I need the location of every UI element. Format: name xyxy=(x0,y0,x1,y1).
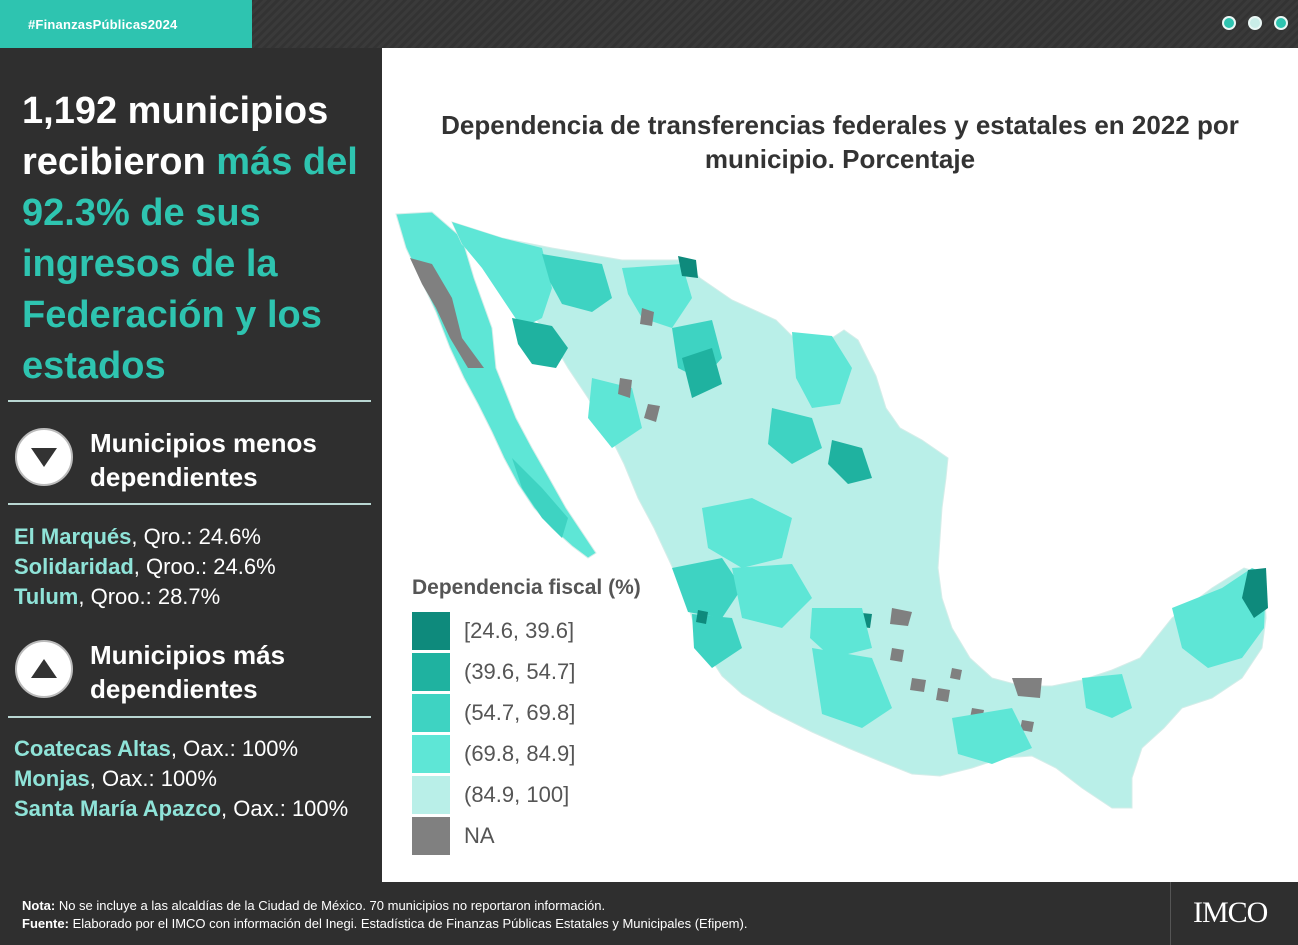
legend-item: [24.6, 39.6] xyxy=(412,610,641,651)
legend-label: (39.6, 54.7] xyxy=(464,658,576,684)
headline: 1,192 municipios recibieron más del 92.3… xyxy=(22,86,372,392)
list-item: Monjas, Oax.: 100% xyxy=(14,766,217,791)
map-panel: Dependencia de transferencias federales … xyxy=(382,48,1298,882)
legend-item: (84.9, 100] xyxy=(412,774,641,815)
list-item: Coatecas Altas, Oax.: 100% xyxy=(14,736,299,761)
list-item: Santa María Apazco, Oax.: 100% xyxy=(14,796,349,821)
legend-label: [24.6, 39.6] xyxy=(464,617,575,643)
page-dot-2[interactable] xyxy=(1248,16,1262,30)
map-title: Dependencia de transferencias federales … xyxy=(441,110,1239,174)
source-note: Fuente: Elaborado por el IMCO con inform… xyxy=(22,916,748,931)
legend-title: Dependencia fiscal (%) xyxy=(412,576,641,599)
footer: Nota: No se incluye a las alcaldías de l… xyxy=(0,882,1298,945)
pagination-dots xyxy=(1222,16,1288,30)
sidebar: 1,192 municipios recibieron más del 92.3… xyxy=(0,48,382,882)
legend-swatch xyxy=(412,652,450,691)
list-item: Tulum, Qroo.: 28.7% xyxy=(14,584,221,609)
divider xyxy=(8,503,371,505)
map-legend: Dependencia fiscal (%) [24.6, 39.6] (39.… xyxy=(412,576,641,856)
legend-swatch xyxy=(412,693,450,732)
page-dot-1[interactable] xyxy=(1222,16,1236,30)
legend-label: (84.9, 100] xyxy=(464,781,570,807)
imco-logo: IMCO xyxy=(1193,896,1268,929)
page-dot-3[interactable] xyxy=(1274,16,1288,30)
down-arrow-icon xyxy=(15,428,73,486)
list-item: Solidaridad, Qroo.: 24.6% xyxy=(14,554,276,579)
legend-swatch xyxy=(412,816,450,855)
hashtag-label: #FinanzasPúblicas2024 xyxy=(0,0,252,48)
legend-swatch xyxy=(412,775,450,814)
legend-item: NA xyxy=(412,815,641,856)
more-dependent-title: Municipios más dependientes xyxy=(90,640,286,704)
legend-item: (39.6, 54.7] xyxy=(412,651,641,692)
legend-item: (69.8, 84.9] xyxy=(412,733,641,774)
up-arrow-icon xyxy=(15,640,73,698)
logo-area: IMCO xyxy=(1170,882,1298,945)
top-banner: #FinanzasPúblicas2024 xyxy=(0,0,1298,48)
headline-accent: más del 92.3% de sus ingresos de la Fede… xyxy=(22,141,358,387)
legend-item: (54.7, 69.8] xyxy=(412,692,641,733)
legend-swatch xyxy=(412,734,450,773)
divider xyxy=(8,716,371,718)
legend-label: NA xyxy=(464,822,495,848)
mexico-choropleth-map xyxy=(395,211,1268,809)
legend-label: (54.7, 69.8] xyxy=(464,699,576,725)
legend-swatch xyxy=(412,611,450,650)
footnote: Nota: No se incluye a las alcaldías de l… xyxy=(22,898,606,913)
list-item: El Marqués, Qro.: 24.6% xyxy=(14,524,261,549)
headline-text: 1,192 municipios recibieron xyxy=(22,90,329,183)
legend-label: (69.8, 84.9] xyxy=(464,740,576,766)
less-dependent-title: Municipios menos dependientes xyxy=(90,428,317,492)
divider xyxy=(8,400,371,402)
